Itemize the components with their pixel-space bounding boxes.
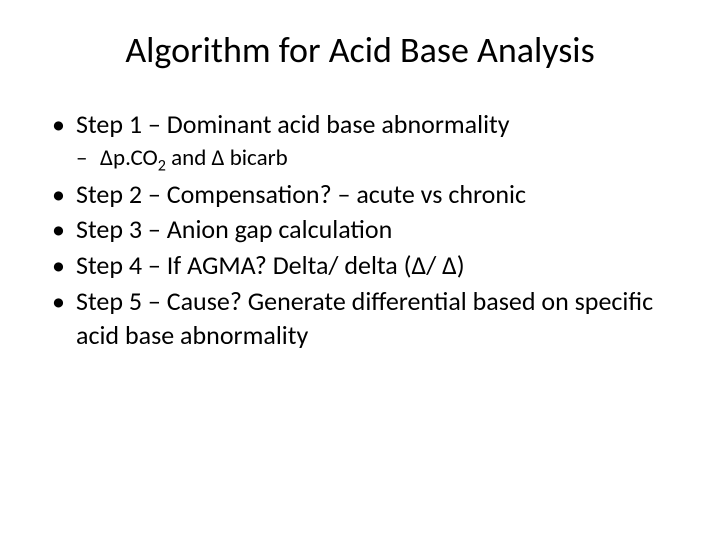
bullet-text: Step 2 – Compensation? – acute vs chroni… [76,178,526,210]
bullet-step-3: Step 3 – Anion gap calculation [48,213,680,247]
bullet-text: Step 5 – Cause? Generate differential ba… [76,285,653,351]
bullet-step-2: Step 2 – Compensation? – acute vs chroni… [48,178,680,212]
sub-bullet-subscript: 2 [158,156,166,175]
bullet-text: Step 3 – Anion gap calculation [76,213,392,245]
bullet-list: Step 1 – Dominant acid base abnormality … [48,108,680,353]
bullet-step-1: Step 1 – Dominant acid base abnormality … [48,108,680,174]
slide: Algorithm for Acid Base Analysis Step 1 … [0,0,720,540]
bullet-text: Step 4 – If AGMA? Delta/ delta (Δ/ Δ) [76,249,465,281]
sub-bullet-list: Δp.CO2 and Δ bicarb [76,144,680,174]
sub-bullet-item: Δp.CO2 and Δ bicarb [76,144,680,174]
bullet-step-5: Step 5 – Cause? Generate differential ba… [48,285,680,353]
sub-bullet-prefix: Δp.CO [100,144,158,172]
slide-content: Step 1 – Dominant acid base abnormality … [40,108,680,353]
bullet-step-4: Step 4 – If AGMA? Delta/ delta (Δ/ Δ) [48,249,680,283]
slide-title: Algorithm for Acid Base Analysis [40,28,680,72]
bullet-text: Step 1 – Dominant acid base abnormality [76,108,510,140]
sub-bullet-suffix: and Δ bicarb [166,144,288,172]
